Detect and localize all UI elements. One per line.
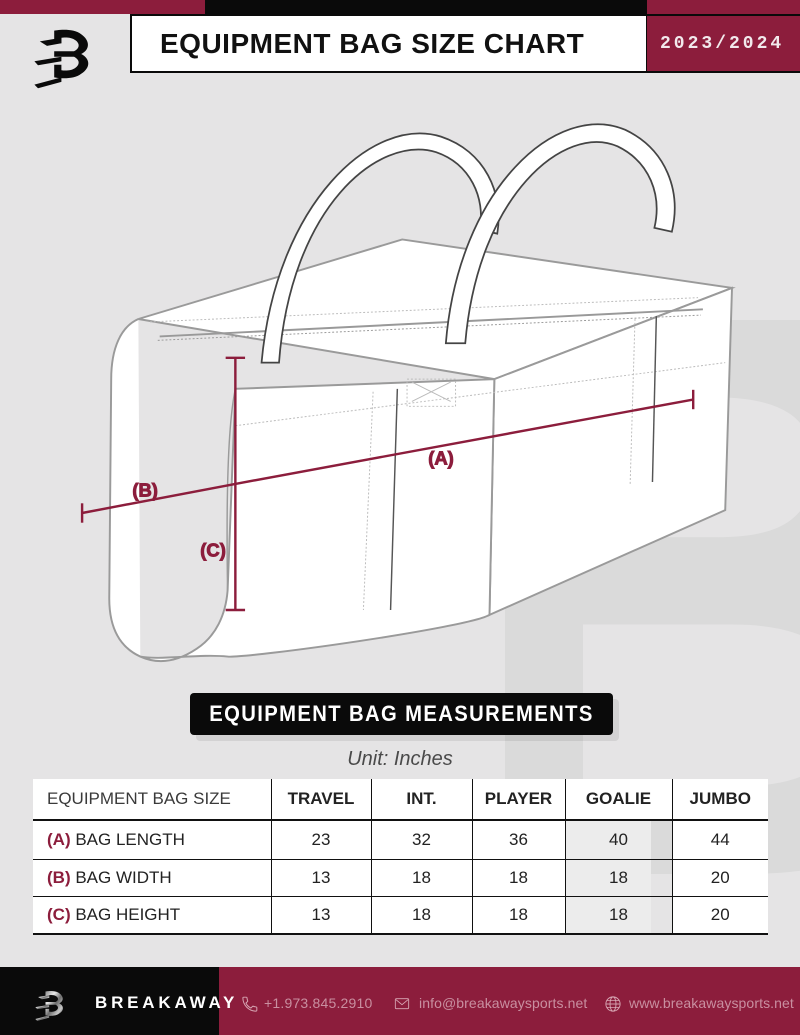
svg-text:(A): (A) — [428, 448, 454, 469]
svg-text:(B): (B) — [132, 480, 158, 501]
svg-text:(C): (C) — [200, 540, 226, 561]
